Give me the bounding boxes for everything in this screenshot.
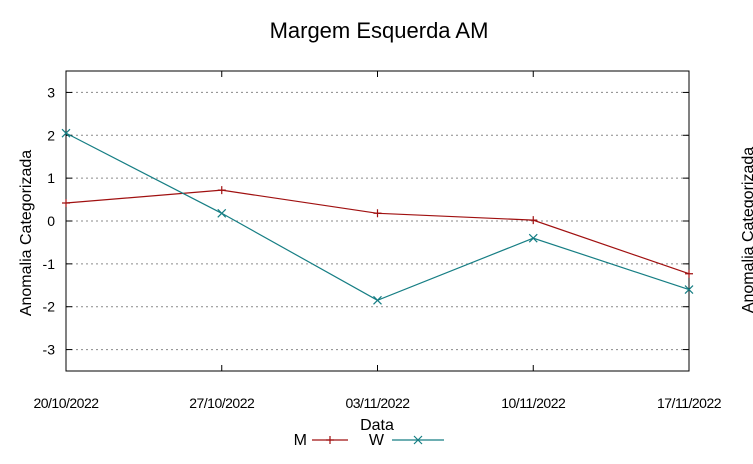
data-point-w <box>684 285 694 294</box>
x-tick-label: 03/11/2022 <box>345 395 410 411</box>
x-tick-label: 20/10/2022 <box>33 395 99 411</box>
data-point-m <box>373 209 382 218</box>
series-layer <box>61 128 694 305</box>
legend-marker-m <box>326 436 334 444</box>
y-tick-label: 1 <box>47 170 55 186</box>
x-tick-label: 17/11/2022 <box>657 395 722 411</box>
grid-layer <box>66 91 689 351</box>
chart-title: Margem Esquerda AM <box>270 18 489 43</box>
data-point-m <box>217 186 226 195</box>
axis-layer: 3 2 1 0 -1 -2 -3 20/10/2022 27/10/2022 03/11/2022… <box>33 70 722 411</box>
data-point-m <box>62 199 70 207</box>
data-point-w <box>373 295 382 305</box>
series-w <box>61 128 694 305</box>
x-tick-label: 27/10/2022 <box>189 395 255 411</box>
y-tick-label: -2 <box>43 299 56 315</box>
plot-frame <box>65 70 690 372</box>
data-point-w <box>528 233 538 243</box>
data-point-w <box>61 128 71 138</box>
y-tick-label: 0 <box>47 213 55 229</box>
series-line-m <box>65 189 690 275</box>
y-tick-label: -3 <box>43 342 56 358</box>
y-tick-label: 3 <box>47 84 55 100</box>
legend-label-m: M <box>294 432 307 449</box>
right-y-axis-label-partial: Anomalia Categorizada <box>740 147 753 313</box>
x-tick-label: 10/11/2022 <box>501 395 566 411</box>
data-point-m <box>529 216 538 225</box>
y-axis-label: Anomalia Categorizada <box>18 150 35 316</box>
data-point-w <box>217 208 227 218</box>
x-axis-label: Data <box>360 417 394 434</box>
series-m <box>62 186 693 278</box>
legend-label-w: W <box>369 432 385 449</box>
legend-marker-w <box>413 435 423 445</box>
y-tick-label: 2 <box>47 127 55 143</box>
y-tick-label: -1 <box>43 256 56 272</box>
data-point-m <box>685 269 693 278</box>
